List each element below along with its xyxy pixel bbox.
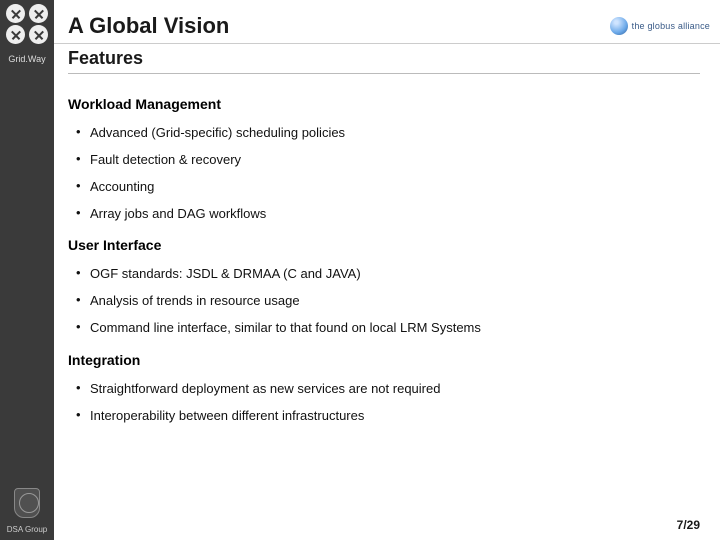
list-item: OGF standards: JSDL & DRMAA (C and JAVA) xyxy=(68,261,700,288)
gridway-logo-icon xyxy=(4,4,50,44)
content: Workload Management Advanced (Grid-speci… xyxy=(68,90,700,440)
globus-logo: the globus alliance xyxy=(610,17,710,35)
slide: Grid.Way DSA Group A Global Vision the g… xyxy=(0,0,720,540)
sidebar-label: Grid.Way xyxy=(0,54,54,64)
list-item: Analysis of trends in resource usage xyxy=(68,288,700,315)
subheading: Features xyxy=(68,48,700,74)
list-item: Command line interface, similar to that … xyxy=(68,315,700,342)
crest-icon xyxy=(14,488,40,518)
globus-logo-text: the globus alliance xyxy=(632,21,710,31)
page-number: 7/29 xyxy=(677,518,700,532)
list-item: Interoperability between different infra… xyxy=(68,403,700,430)
list-item: Accounting xyxy=(68,174,700,201)
section-title-integration: Integration xyxy=(68,352,700,368)
list-item: Straightforward deployment as new servic… xyxy=(68,376,700,403)
page-title: A Global Vision xyxy=(68,13,229,39)
sidebar: Grid.Way DSA Group xyxy=(0,0,54,540)
sidebar-footer-label: DSA Group xyxy=(0,525,54,534)
bullet-list-workload: Advanced (Grid-specific) scheduling poli… xyxy=(68,120,700,227)
list-item: Array jobs and DAG workflows xyxy=(68,201,700,228)
list-item: Fault detection & recovery xyxy=(68,147,700,174)
bullet-list-integration: Straightforward deployment as new servic… xyxy=(68,376,700,430)
section-title-workload: Workload Management xyxy=(68,96,700,112)
bullet-list-ui: OGF standards: JSDL & DRMAA (C and JAVA)… xyxy=(68,261,700,342)
globus-globe-icon xyxy=(610,17,628,35)
list-item: Advanced (Grid-specific) scheduling poli… xyxy=(68,120,700,147)
header: A Global Vision the globus alliance xyxy=(54,0,720,44)
section-title-ui: User Interface xyxy=(68,237,700,253)
